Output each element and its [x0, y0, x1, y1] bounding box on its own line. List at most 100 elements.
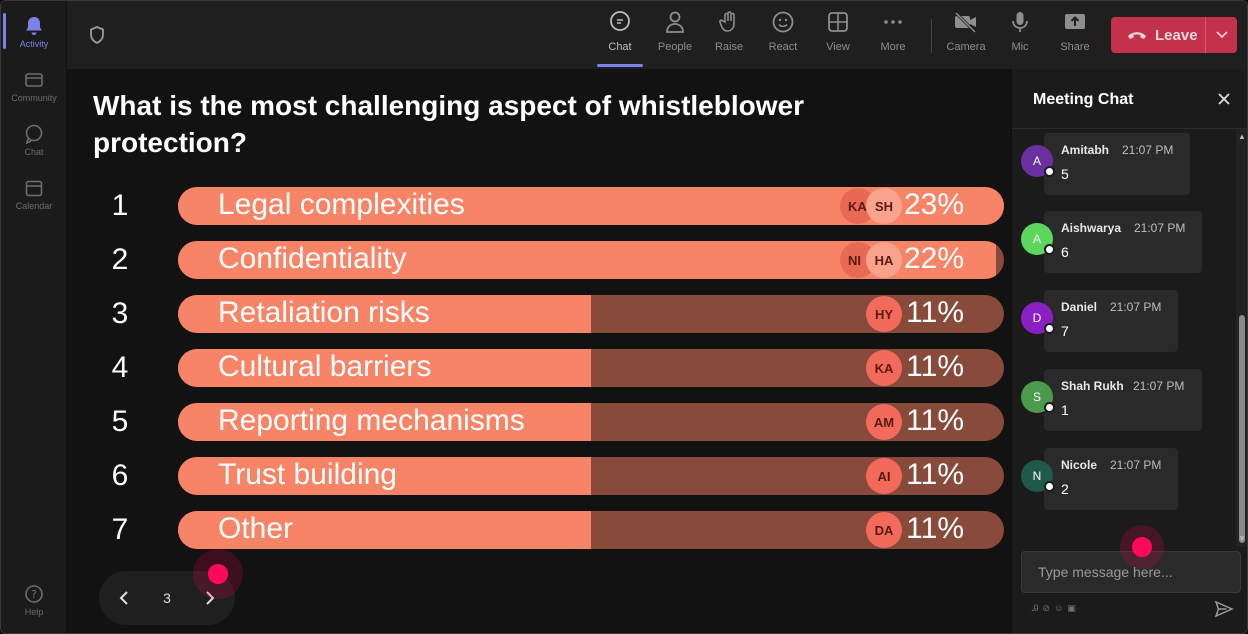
avatar-initial: S: [1032, 390, 1041, 404]
people-label: People: [657, 41, 693, 53]
option-bar-fill: [178, 511, 591, 549]
chat-message[interactable]: Amitabh 21:07 PM 5: [1044, 133, 1190, 195]
prev-page-button[interactable]: [99, 571, 149, 625]
message-text: 2: [1061, 481, 1069, 497]
option-number: 4: [111, 351, 129, 384]
emoji-icon[interactable]: ☺: [1054, 603, 1064, 613]
close-icon[interactable]: [1214, 89, 1234, 109]
option-percent: 23%: [903, 188, 964, 221]
option-bar: Legal complexities 23% KA SH: [178, 187, 1004, 225]
help-icon: ?: [23, 583, 45, 605]
shield-icon[interactable]: [87, 25, 107, 45]
mic-button[interactable]: Mic: [995, 9, 1045, 61]
pointer-highlight: [193, 549, 243, 599]
attach-icon[interactable]: ⊘: [1042, 603, 1051, 613]
community-icon: [23, 69, 45, 91]
voter-avatar: KA: [866, 350, 902, 386]
view-button[interactable]: View: [813, 9, 863, 61]
message-input[interactable]: Type message here...: [1021, 551, 1241, 593]
voter-avatar: SH: [866, 188, 902, 224]
avatar-initial: A: [1032, 154, 1041, 168]
poll-stage: What is the most challenging aspect of w…: [67, 69, 1011, 633]
poll-option-row: 1 Legal complexities 23% KA SH: [67, 187, 1011, 225]
option-percent: 11%: [906, 350, 964, 383]
chat-message[interactable]: Aishwarya 21:07 PM 6: [1044, 211, 1202, 273]
people-button[interactable]: People: [650, 9, 700, 61]
rail-item-community[interactable]: Community: [1, 59, 67, 113]
chat-scrollbar[interactable]: ▲ ▼: [1236, 129, 1247, 547]
option-number: 6: [111, 459, 129, 492]
sender-name: Nicole: [1061, 458, 1098, 472]
option-label: Other: [218, 512, 294, 545]
option-percent: 11%: [906, 512, 964, 545]
camera-button[interactable]: Camera: [941, 9, 991, 61]
share-button[interactable]: Share: [1050, 9, 1100, 61]
gif-icon[interactable]: ▣: [1067, 603, 1076, 613]
send-icon[interactable]: [1214, 599, 1234, 619]
more-dots-icon: [880, 9, 906, 35]
pointer-highlight: [1120, 525, 1164, 569]
scroll-up-icon[interactable]: ▲: [1238, 132, 1246, 141]
rail-item-chat[interactable]: Chat: [1, 113, 67, 167]
avatar-initial: D: [1032, 311, 1042, 325]
chevron-right-icon: [206, 591, 215, 605]
chat-button[interactable]: Chat: [595, 9, 645, 67]
chat-message[interactable]: Nicole 21:07 PM 2: [1044, 448, 1178, 510]
message-time: 21:07 PM: [1110, 300, 1162, 314]
chat-avatar[interactable]: A: [1021, 145, 1055, 177]
option-bar-fill: [178, 403, 591, 441]
chat-avatar[interactable]: S: [1021, 381, 1055, 413]
option-percent: 22%: [903, 242, 964, 275]
chat-avatar[interactable]: A: [1021, 223, 1055, 255]
format-icon[interactable]: Ꭿ: [1032, 603, 1039, 613]
sender-name: Shah Rukh: [1061, 379, 1124, 393]
rail-item-calendar[interactable]: Calendar: [1, 167, 67, 221]
compose-tools: Ꭿ ⊘ ☺ ▣: [1032, 603, 1076, 617]
leave-label: Leave: [1155, 26, 1198, 44]
presence-dot: [1044, 244, 1055, 255]
grid-view-icon: [825, 9, 851, 35]
chevron-left-icon: [119, 591, 128, 605]
more-button[interactable]: More: [868, 9, 918, 61]
more-label: More: [880, 41, 906, 53]
message-text: 7: [1061, 323, 1069, 339]
message-text: 5: [1061, 166, 1069, 182]
chat-avatar[interactable]: N: [1021, 460, 1055, 492]
chat-header: Meeting Chat: [1012, 69, 1247, 129]
rail-item-help[interactable]: ? Help: [1, 573, 67, 627]
react-label: React: [768, 41, 798, 53]
rail-item-activity[interactable]: Activity: [1, 5, 67, 59]
next-page-button[interactable]: [185, 571, 235, 625]
option-number: 2: [111, 243, 129, 276]
share-label: Share: [1060, 41, 1090, 53]
chat-avatar[interactable]: D: [1021, 302, 1055, 334]
poll-option-row: 3 Retaliation risks 11% HY: [67, 295, 1011, 333]
chat-label: Chat: [608, 41, 632, 53]
message-time: 21:07 PM: [1110, 458, 1162, 472]
scroll-down-icon[interactable]: ▼: [1238, 534, 1246, 543]
scroll-thumb[interactable]: [1239, 315, 1245, 543]
rail-label: Help: [24, 607, 44, 617]
poll-option-row: 5 Reporting mechanisms 11% AM: [67, 403, 1011, 441]
presence-dot: [1044, 323, 1055, 334]
raise-hand-button[interactable]: Raise: [704, 9, 754, 61]
react-button[interactable]: React: [758, 9, 808, 61]
option-label: Reporting mechanisms: [218, 404, 525, 437]
toolbar-divider: [931, 19, 932, 53]
chat-bubble-icon: [23, 123, 45, 145]
camera-label: Camera: [946, 41, 986, 53]
rail-label: Calendar: [15, 201, 53, 211]
chevron-down-icon[interactable]: [1205, 17, 1237, 53]
presence-dot: [1044, 481, 1055, 492]
message-text: 6: [1061, 244, 1069, 260]
chat-message[interactable]: Shah Rukh 21:07 PM 1: [1044, 369, 1202, 431]
poll-question: What is the most challenging aspect of w…: [93, 90, 804, 158]
chat-message[interactable]: Daniel 21:07 PM 7: [1044, 290, 1178, 352]
option-number: 3: [111, 297, 129, 330]
presence-dot: [1044, 402, 1055, 413]
sender-name: Amitabh: [1061, 143, 1109, 157]
leave-button[interactable]: Leave: [1111, 17, 1237, 53]
option-bar: Cultural barriers 11% KA: [178, 349, 1004, 387]
raise-label: Raise: [714, 41, 744, 53]
message-time: 21:07 PM: [1134, 221, 1186, 235]
